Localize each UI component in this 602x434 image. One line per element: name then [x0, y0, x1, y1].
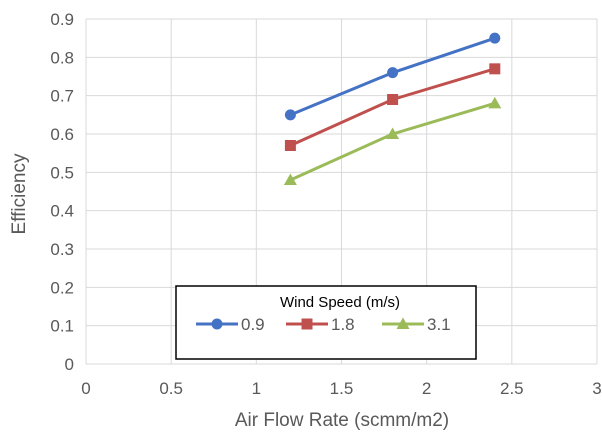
legend-swatch-marker [396, 317, 410, 329]
series-1.8 [284, 63, 501, 151]
y-tick-label: 0.9 [50, 10, 74, 29]
data-point [489, 32, 501, 44]
x-axis-tick-labels: 0 0.5 1 1.5 2 2.5 3 [81, 379, 601, 398]
x-tick-label: 1.5 [330, 379, 354, 398]
x-tick-label: 3 [592, 379, 601, 398]
data-point [386, 127, 400, 139]
legend-label: 3.1 [427, 315, 451, 334]
y-tick-label: 0.5 [50, 163, 74, 182]
x-tick-label: 1 [252, 379, 261, 398]
legend-title: Wind Speed (m/s) [280, 294, 400, 311]
data-point [284, 140, 296, 151]
y-tick-label: 0 [65, 355, 74, 374]
data-point [284, 109, 296, 121]
y-tick-label: 0.6 [50, 125, 74, 144]
data-point [387, 94, 399, 105]
legend: Wind Speed (m/s) 0.9 1.8 3.1 [175, 285, 477, 360]
legend-label: 1.8 [331, 315, 355, 334]
y-tick-label: 0.8 [50, 48, 74, 67]
data-point [489, 63, 501, 75]
x-tick-label: 2 [422, 379, 431, 398]
y-tick-label: 0.1 [50, 317, 74, 336]
data-point [283, 173, 297, 185]
x-axis-title: Air Flow Rate (scmm/m2) [235, 410, 449, 431]
series-0.9 [284, 32, 501, 121]
legend-swatch-marker [211, 318, 223, 330]
data-point [488, 96, 502, 109]
y-axis-title: Efficiency [9, 153, 30, 234]
legend-label: 0.9 [241, 315, 265, 334]
series-layer [283, 32, 502, 185]
legend-item: 1.8 [286, 315, 355, 334]
x-tick-label: 0 [81, 379, 90, 398]
y-tick-label: 0.7 [50, 87, 74, 106]
series-line [289, 101, 496, 182]
y-tick-label: 0.2 [50, 278, 74, 297]
y-axis-tick-labels: 0 0.1 0.2 0.3 0.4 0.5 0.6 0.7 0.8 0.9 [50, 10, 74, 374]
legend-item: 3.1 [382, 315, 451, 334]
series-3.1 [283, 96, 502, 185]
x-tick-label: 0.5 [159, 379, 183, 398]
legend-items: 0.9 1.8 3.1 [196, 315, 451, 334]
y-tick-label: 0.4 [50, 202, 74, 221]
data-point [387, 67, 399, 79]
y-tick-label: 0.3 [50, 240, 74, 259]
legend-item: 0.9 [196, 315, 265, 334]
x-tick-label: 2.5 [500, 379, 524, 398]
legend-swatch-marker [301, 318, 313, 330]
